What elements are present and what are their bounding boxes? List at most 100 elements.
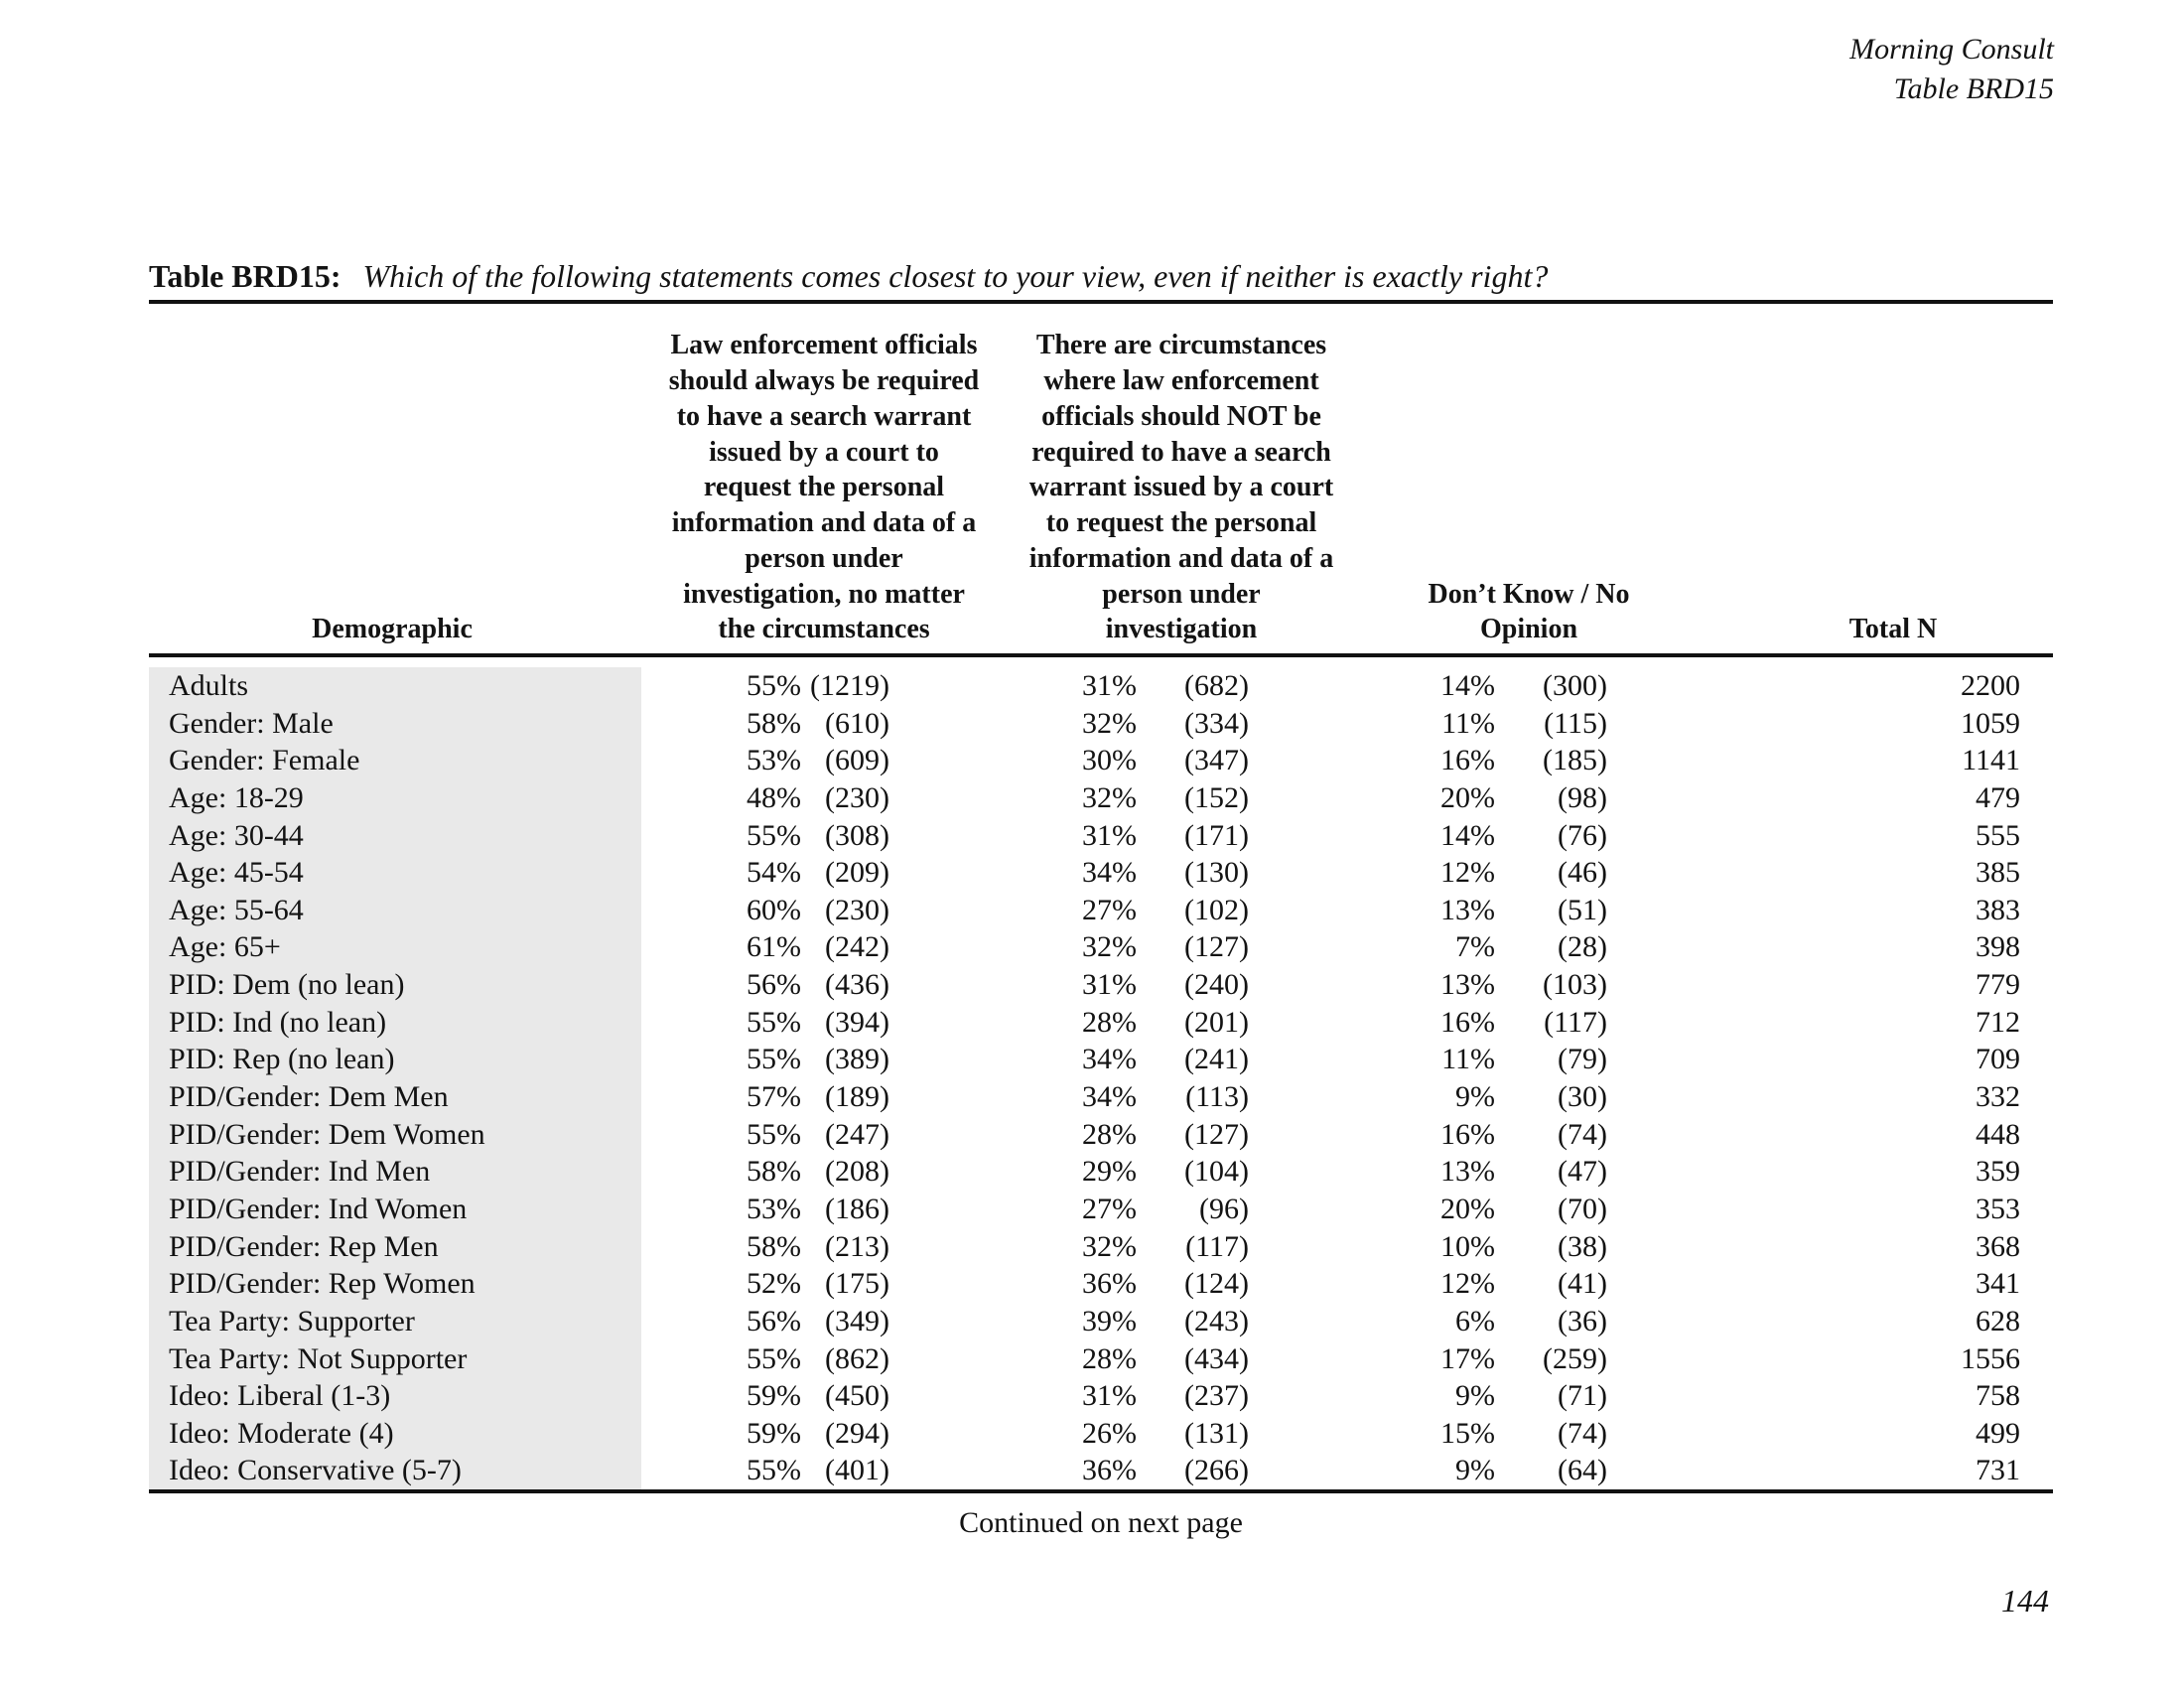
dont-know-n-cell: (115) [1544, 706, 1607, 740]
demographic-cell: Gender: Female [149, 742, 641, 779]
table-row: Age: 65+ 61% (242) 32% (127) 7% (28) 398 [149, 928, 2053, 967]
statement2-n-cell: (117) [1185, 1229, 1249, 1263]
demographic-cell: PID/Gender: Dem Women [149, 1115, 641, 1154]
table-row: Age: 18-29 48% (230) 32% (152) 20% (98) … [149, 778, 2053, 817]
dont-know-percent-cell: 7% [1455, 930, 1495, 964]
dont-know-percent-cell: 13% [1440, 1155, 1495, 1189]
statement2-percent-cell: 32% [1082, 1229, 1137, 1263]
table-row: PID: Dem (no lean) 56% (436) 31% (240) 1… [149, 966, 2053, 1004]
total-n-cell: 398 [1976, 930, 2020, 964]
statement1-percent-cell: 56% [747, 968, 801, 1002]
dont-know-percent-cell: 10% [1440, 1229, 1495, 1263]
statement2-percent-cell: 28% [1082, 1117, 1137, 1151]
dont-know-percent-cell: 9% [1455, 1454, 1495, 1487]
brand-line-company: Morning Consult [1849, 33, 2054, 66]
demographic-cell: Age: 45-54 [149, 854, 641, 892]
total-n-cell: 448 [1976, 1117, 2020, 1151]
table-row: Gender: Female 53% (609) 30% (347) 16% (… [149, 742, 2053, 779]
statement2-percent-cell: 34% [1082, 1080, 1137, 1114]
statement1-percent-cell: 55% [747, 1341, 801, 1375]
statement2-percent-cell: 39% [1082, 1304, 1137, 1337]
dont-know-percent-cell: 16% [1440, 744, 1495, 777]
demographic-cell: Adults [149, 667, 641, 705]
statement2-percent-cell: 27% [1082, 1192, 1137, 1225]
dont-know-percent-cell: 17% [1440, 1341, 1495, 1375]
statement1-percent-cell: 59% [747, 1416, 801, 1450]
dont-know-n-cell: (74) [1558, 1416, 1607, 1450]
table-row: Ideo: Liberal (1-3) 59% (450) 31% (237) … [149, 1377, 2053, 1415]
dont-know-percent-cell: 12% [1440, 856, 1495, 890]
statement1-percent-cell: 55% [747, 1454, 801, 1487]
demographic-cell: Ideo: Conservative (5-7) [149, 1452, 641, 1490]
dont-know-n-cell: (46) [1558, 856, 1607, 890]
dont-know-percent-cell: 20% [1440, 1192, 1495, 1225]
table-row: PID/Gender: Rep Men 58% (213) 32% (117) … [149, 1227, 2053, 1266]
statement1-n-cell: (389) [825, 1043, 889, 1076]
dont-know-n-cell: (103) [1543, 968, 1607, 1002]
statement2-percent-cell: 27% [1082, 893, 1137, 926]
dont-know-n-cell: (71) [1558, 1379, 1607, 1413]
statement1-n-cell: (242) [825, 930, 889, 964]
header-statement-1: Law enforcement officials should always … [668, 330, 980, 645]
demographic-cell: PID/Gender: Ind Men [149, 1153, 641, 1191]
statement1-n-cell: (1219) [810, 669, 889, 702]
table-row: Tea Party: Supporter 56% (349) 39% (243)… [149, 1302, 2053, 1340]
statement2-n-cell: (266) [1184, 1454, 1249, 1487]
dont-know-n-cell: (47) [1558, 1155, 1607, 1189]
table-row: PID: Rep (no lean) 55% (389) 34% (241) 1… [149, 1041, 2053, 1079]
dont-know-n-cell: (28) [1558, 930, 1607, 964]
total-n-cell: 499 [1976, 1416, 2020, 1450]
table-row: Adults 55% (1219) 31% (682) 14% (300) 22… [149, 667, 2053, 705]
statement1-percent-cell: 55% [747, 1117, 801, 1151]
table-body: Adults 55% (1219) 31% (682) 14% (300) 22… [149, 667, 2053, 1494]
statement1-percent-cell: 58% [747, 1155, 801, 1189]
statement2-n-cell: (113) [1185, 1080, 1249, 1114]
statement1-n-cell: (450) [825, 1379, 889, 1413]
statement2-percent-cell: 34% [1082, 856, 1137, 890]
statement2-n-cell: (130) [1184, 856, 1249, 890]
statement1-percent-cell: 53% [747, 1192, 801, 1225]
demographic-cell: Age: 55-64 [149, 891, 641, 929]
statement2-percent-cell: 28% [1082, 1005, 1137, 1039]
statement1-percent-cell: 52% [747, 1267, 801, 1301]
demographic-cell: PID/Gender: Rep Women [149, 1265, 641, 1303]
statement1-n-cell: (186) [825, 1192, 889, 1225]
statement1-n-cell: (247) [825, 1117, 889, 1151]
statement2-n-cell: (241) [1184, 1043, 1249, 1076]
statement1-percent-cell: 59% [747, 1379, 801, 1413]
dont-know-n-cell: (117) [1544, 1005, 1607, 1039]
brand-block: Morning Consult Table BRD15 [1849, 30, 2054, 109]
statement2-n-cell: (102) [1184, 893, 1249, 926]
table-row: PID/Gender: Ind Women 53% (186) 27% (96)… [149, 1190, 2053, 1228]
demographic-cell: Tea Party: Not Supporter [149, 1339, 641, 1378]
demographic-cell: PID/Gender: Rep Men [149, 1227, 641, 1266]
demographic-cell: PID/Gender: Ind Women [149, 1190, 641, 1228]
statement2-n-cell: (127) [1184, 930, 1249, 964]
statement1-n-cell: (436) [825, 968, 889, 1002]
total-n-cell: 555 [1976, 818, 2020, 852]
statement2-n-cell: (201) [1184, 1005, 1249, 1039]
table-row: Tea Party: Not Supporter 55% (862) 28% (… [149, 1339, 2053, 1378]
statement2-n-cell: (104) [1184, 1155, 1249, 1189]
statement1-percent-cell: 55% [747, 1043, 801, 1076]
statement1-n-cell: (230) [825, 893, 889, 926]
dont-know-n-cell: (300) [1543, 669, 1607, 702]
statement2-n-cell: (243) [1184, 1304, 1249, 1337]
statement2-percent-cell: 29% [1082, 1155, 1137, 1189]
dont-know-n-cell: (51) [1558, 893, 1607, 926]
total-n-cell: 383 [1976, 893, 2020, 926]
demographic-cell: PID: Dem (no lean) [149, 966, 641, 1004]
table-row: PID/Gender: Dem Women 55% (247) 28% (127… [149, 1115, 2053, 1154]
demographic-cell: Age: 18-29 [149, 778, 641, 817]
table-row: PID/Gender: Dem Men 57% (189) 34% (113) … [149, 1078, 2053, 1116]
statement1-percent-cell: 57% [747, 1080, 801, 1114]
dont-know-n-cell: (64) [1558, 1454, 1607, 1487]
statement2-n-cell: (347) [1184, 744, 1249, 777]
total-n-cell: 353 [1976, 1192, 2020, 1225]
header-statement-2: There are circumstances where law enforc… [1028, 330, 1334, 645]
statement2-percent-cell: 32% [1082, 780, 1137, 814]
dont-know-percent-cell: 9% [1455, 1379, 1495, 1413]
table-row: Age: 55-64 60% (230) 27% (102) 13% (51) … [149, 891, 2053, 929]
dont-know-n-cell: (36) [1558, 1304, 1607, 1337]
